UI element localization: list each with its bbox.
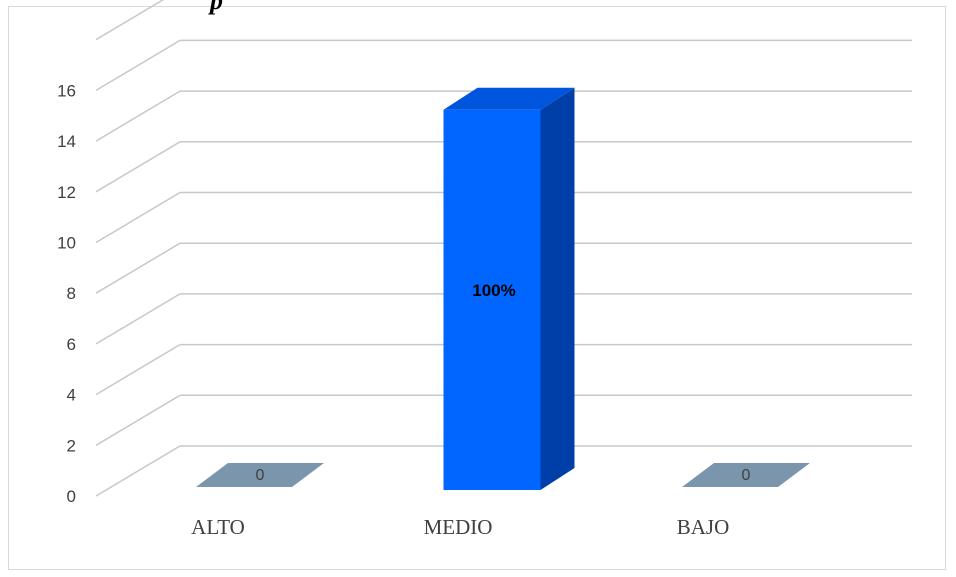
bar-zero-bajo — [682, 463, 810, 487]
data-label: 0 — [742, 467, 751, 484]
gridline-depth — [95, 141, 181, 193]
x-category-label: MEDIO — [424, 515, 493, 539]
gridline-depth — [95, 191, 181, 244]
y-tick-label: 0 — [67, 487, 76, 506]
y-tick-label: 2 — [67, 436, 76, 455]
gridline-depth — [95, 39, 181, 92]
y-tick-label: 10 — [57, 234, 76, 253]
y-tick-label: 4 — [67, 386, 76, 405]
y-tick-label: 16 — [57, 81, 76, 100]
bar-front-medio — [443, 109, 541, 490]
x-category-label: ALTO — [191, 515, 245, 539]
y-tick-label: 8 — [67, 284, 76, 303]
bar-top-medio — [443, 87, 575, 110]
y-tick-label: 14 — [57, 132, 76, 151]
gridline-depth — [95, 394, 181, 446]
y-tick-label: 6 — [67, 335, 76, 354]
gridline-depth — [95, 293, 181, 345]
gridline-depth — [95, 343, 181, 396]
y-tick-label: 12 — [57, 183, 76, 202]
chart-frame — [8, 6, 946, 570]
bar-side-medio — [540, 87, 575, 490]
bars — [196, 87, 810, 490]
data-label: 0 — [256, 467, 265, 484]
gridline-depth — [95, 445, 181, 497]
gridline-depth — [95, 0, 165, 41]
bar-zero-alto — [196, 463, 324, 487]
gridline-depth — [95, 242, 181, 294]
gridline-depth — [95, 90, 181, 142]
x-category-label: BAJO — [677, 515, 730, 539]
labels: 0 2 4 6 8 10 12 14 16 0 ALTO 100% MEDIO 0 BAJO — [57, 81, 750, 539]
data-label: 100% — [472, 281, 515, 300]
